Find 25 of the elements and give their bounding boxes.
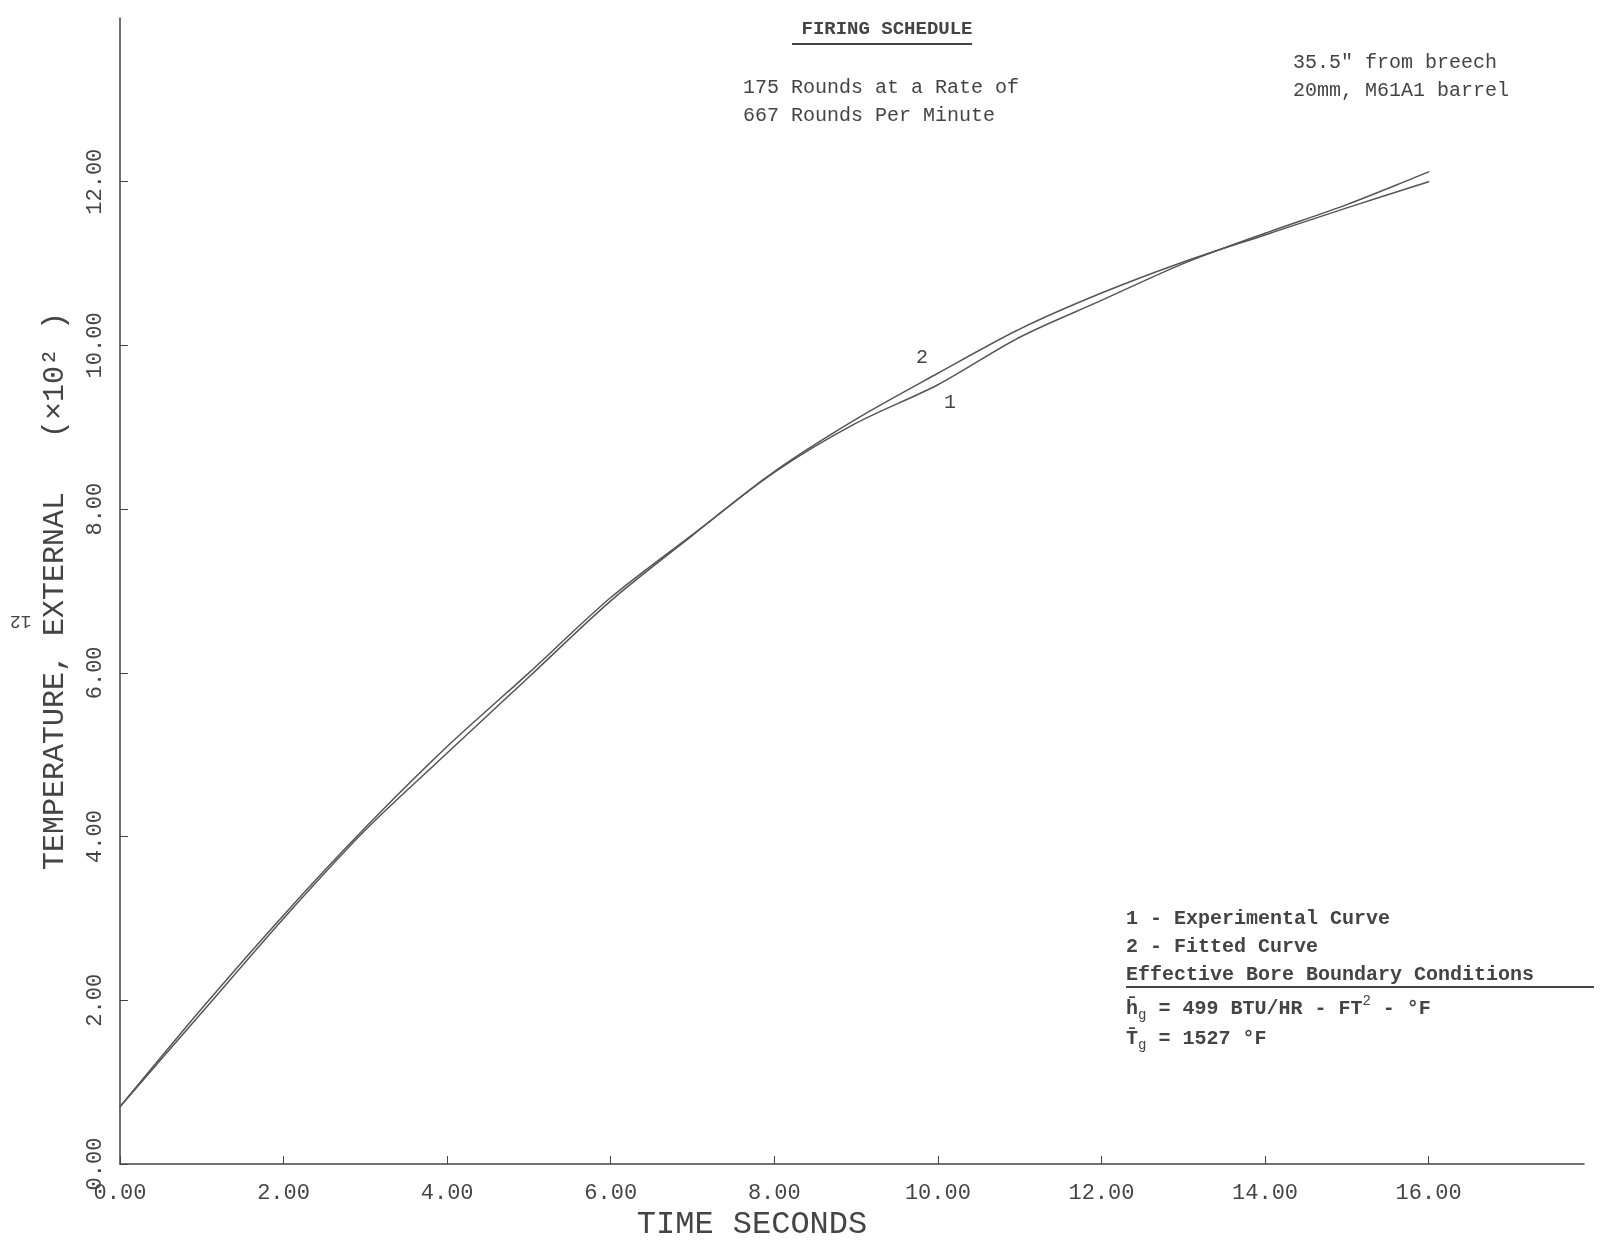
y-tick-label: 2.00 bbox=[82, 973, 108, 1027]
annotation: 2 - Fitted Curve bbox=[1126, 934, 1319, 958]
y-tick-label: 8.00 bbox=[82, 482, 108, 536]
x-tick-label: 10.00 bbox=[904, 1180, 971, 1206]
chart-title: FIRING SCHEDULE bbox=[801, 17, 973, 40]
x-tick-label: 4.00 bbox=[420, 1180, 474, 1206]
x-tick-label: 2.00 bbox=[257, 1180, 310, 1206]
x-tick-label: 14.00 bbox=[1232, 1180, 1299, 1206]
y-tick-label: 10.00 bbox=[82, 312, 108, 379]
series-label: 1 bbox=[943, 391, 956, 415]
y-tick-label: 4.00 bbox=[82, 810, 108, 863]
y-axis-title: TEMPERATURE, EXTERNAL (×10² ) bbox=[38, 311, 72, 871]
y-tick-label: 6.00 bbox=[82, 646, 108, 700]
text: 12 bbox=[9, 610, 32, 631]
x-tick-label: 8.00 bbox=[747, 1180, 801, 1206]
annotation: 35.5" from breech 20mm, M61A1 barrel bbox=[1293, 50, 1510, 102]
annotation: Effective Bore Boundary Conditions bbox=[1126, 962, 1535, 986]
text: 175 Rounds at a Rate of 667 Rounds Per Minute bbox=[743, 75, 1020, 127]
x-tick-label: 6.00 bbox=[584, 1180, 638, 1206]
x-tick-label: 16.00 bbox=[1395, 1180, 1462, 1206]
y-tick-label: 12.00 bbox=[82, 148, 108, 215]
x-tick-label: 12.00 bbox=[1068, 1180, 1135, 1206]
x-axis-title: TIME SECONDS bbox=[636, 1206, 868, 1244]
annotation: 1 - Experimental Curve bbox=[1126, 906, 1391, 930]
series-label: 2 bbox=[915, 345, 928, 369]
